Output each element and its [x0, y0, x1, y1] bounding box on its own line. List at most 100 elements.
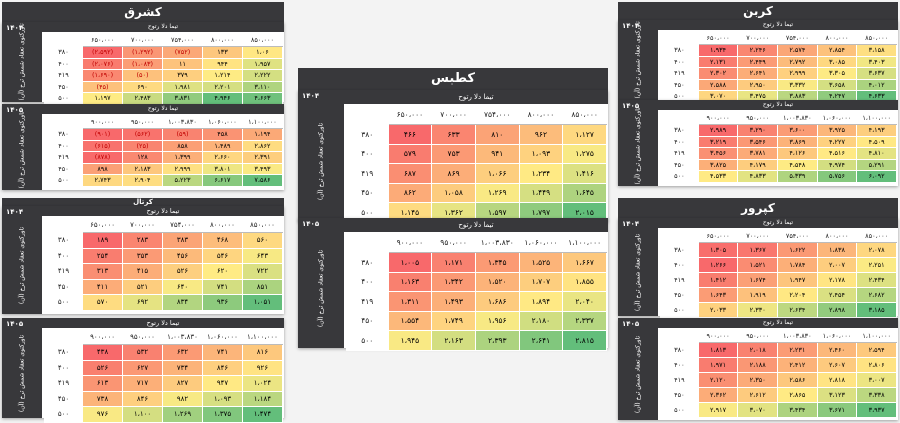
y-axis-label: (آن) تاورکتوی تعقاد شمش ثرخ — [317, 249, 325, 328]
column-header: ۷۵۴،۰۰۰ — [162, 216, 203, 233]
value-cell: ۳۱۳ — [82, 263, 124, 280]
value-cell: ۱،۳۶۷ — [737, 242, 779, 258]
value-cell: ۱،۹۳۴ — [697, 44, 739, 57]
value-cell: ۷،۵۸۶ — [241, 174, 283, 187]
value-cell: ۱،۷۰۷ — [518, 271, 564, 292]
row-axis-sidebar: ۱۴۰۴ (آن) تاورکتوی تعقاد شمش ثرخ — [298, 90, 344, 222]
row-header: ۳۸۰ — [346, 252, 389, 273]
value-cell: ۱،۵۹۷ — [474, 202, 520, 223]
value-cell: ۲،۱۳۱ — [697, 55, 739, 68]
value-cell: ۱،۸۳۸ — [816, 242, 858, 258]
value-cell: ۸۹۸ — [82, 162, 124, 175]
value-cell: ۲،۴۶۰ — [816, 342, 858, 358]
value-cell: ۳،۱۱۰ — [241, 80, 283, 93]
value-cell: ۲،۲۴۶ — [737, 44, 779, 57]
column-header: ۹۵۰،۰۰۰ — [122, 328, 164, 345]
table-row: ۴۱۹ ۳،۴۵۶ ۳،۷۸۱ ۴،۱۲۶ ۴،۵۱۶ ۴،۸۱۰ — [660, 147, 897, 160]
value-cell: ۲،۸۱۵ — [562, 330, 607, 351]
value-cell: (۱،۲۹۲) — [122, 46, 164, 59]
row-header: ۴۰۰ — [43, 139, 84, 152]
row-header: ۴۱۹ — [346, 163, 389, 184]
year-label: ۱۴۰۴ — [6, 208, 24, 216]
row-header: ۵۰۰ — [43, 406, 84, 423]
row-header: ۴۵۰ — [43, 80, 84, 93]
value-cell: ۱،۹۴۷ — [777, 272, 818, 288]
value-cell: ۱،۱۷۱ — [431, 252, 476, 273]
value-cell: ۶۲۷ — [122, 359, 164, 376]
value-cell: ۲،۲۰۴ — [777, 287, 818, 303]
row-header: ۳۸۰ — [660, 124, 699, 137]
value-cell: ۲،۱۷۸ — [816, 272, 858, 288]
value-cell: ۶۴۰ — [162, 278, 203, 295]
value-cell: ۱،۱۹۴ — [241, 128, 283, 141]
value-cell: ۱،۹۸۱ — [162, 80, 203, 93]
column-header: ۸۰۰،۰۰۰ — [201, 32, 243, 47]
y-axis-label: (آن) تاورکتوی تعقاد شمش ثرخ — [18, 23, 26, 101]
corner-cell — [43, 32, 84, 47]
table-block-0: ۱۴۰۴ (آن) تاورکتوی تعقاد شمش ثرخ تیما دلا … — [298, 90, 608, 223]
value-cell: ۱۱ — [162, 57, 203, 70]
value-cell: ۱۳۳ — [201, 46, 243, 59]
value-cell: ۶۹۲ — [122, 294, 164, 311]
table-row: ۴۰۰ ۱،۹۷۱ ۲،۱۸۸ ۲،۴۱۲ ۲،۶۰۷ ۲،۸۰۶ — [660, 357, 897, 373]
value-cell: ۱۲۸ — [122, 151, 164, 164]
panel-title: کربن — [618, 2, 898, 20]
value-cell: (۵۶۲) — [122, 128, 164, 141]
row-axis-sidebar: ۱۴۰۴ (آن) تاورکتوی تعقاد شمش ثرخ — [2, 22, 42, 102]
value-cell: ۱،۳۴۵ — [474, 252, 520, 273]
year-label: ۱۴۰۵ — [302, 220, 320, 228]
value-cell: (۲۵) — [122, 139, 164, 152]
year-label: ۱۴۰۵ — [6, 320, 24, 328]
column-header: ۶۵۰،۰۰۰ — [387, 104, 433, 125]
value-cell: ۱،۲۶۶ — [697, 257, 739, 273]
value-cell: ۳،۱۲۳ — [816, 387, 858, 403]
row-header: ۴۱۹ — [43, 375, 84, 392]
value-cell: ۲،۲۵۱ — [856, 257, 897, 273]
value-cell: ۱،۲۶۹ — [162, 406, 203, 423]
column-header: ۱،۰۶۰،۰۰۰ — [816, 110, 858, 125]
row-axis-sidebar: ۱۴۰۵ (آن) تاورکتوی تعقاد شمش ثرخ — [2, 318, 42, 418]
value-cell: ۱،۲۶۹ — [474, 182, 520, 203]
table-row: ۳۸۰ (۲،۵۹۲) (۱،۲۹۲) (۷۵۲) ۱۳۳ ۱،۰۶ — [43, 46, 283, 59]
value-cell: ۲،۹۹۹ — [777, 67, 818, 80]
value-cell: ۲،۹۸۹ — [697, 124, 739, 137]
value-cell: ۶۹۰ — [122, 80, 164, 93]
table-block-1: ۱۴۰۵ (آن) تاورکتوی تعقاد شمش ثرخ تیما دلا … — [618, 100, 898, 186]
row-header: ۴۵۰ — [346, 310, 389, 331]
table-row: ۵۰۰ ۱،۱۹۷ ۲،۴۸۳ ۳،۸۳۱ ۴،۹۴۶ ۴،۶۶۳ — [43, 92, 283, 105]
value-cell: ۲،۹۵۰ — [737, 78, 779, 91]
value-cell: ۲،۱۸۸ — [737, 357, 779, 373]
value-cell: ۲،۵۸۶ — [777, 372, 818, 388]
row-header: ۴۰۰ — [43, 247, 84, 264]
value-cell: ۲،۷۹۲ — [777, 55, 818, 68]
column-header: ۱،۱۰۰،۰۰۰ — [241, 328, 283, 345]
value-cell: ۴۶۸ — [201, 232, 243, 249]
column-axis-header: تیما دلا رتوح — [658, 318, 898, 328]
table-row: ۳۸۰ (۹۰۱) (۵۶۲) (۵۹) ۴۵۸ ۱،۱۹۴ — [43, 128, 283, 141]
value-cell: ۱،۷۴۹ — [431, 310, 476, 331]
row-header: ۴۰۰ — [346, 143, 389, 164]
row-header: ۴۵۰ — [43, 390, 84, 407]
value-cell: ۱،۱۸۴ — [241, 390, 283, 407]
value-cell: ۱،۶۸۶ — [474, 291, 520, 312]
value-cell: ۲،۶۱۲ — [737, 387, 779, 403]
value-cell: ۱،۰۰۵ — [387, 252, 433, 273]
value-cell: ۴۶۶ — [387, 124, 433, 145]
table-row: ۴۵۰ ۸۶۲ ۱،۰۵۸ ۱،۲۶۹ ۱،۴۴۹ ۱،۶۴۵ — [346, 182, 607, 203]
value-cell: ۵۲۶ — [162, 263, 203, 280]
value-cell: ۸۵۸ — [162, 139, 203, 152]
value-cell: ۸۶۹ — [431, 163, 476, 184]
row-header: ۴۵۰ — [660, 287, 699, 303]
value-cell: ۲،۶۶۰ — [201, 151, 243, 164]
corner-cell — [43, 216, 84, 233]
value-cell: ۱،۴۹۳ — [431, 291, 476, 312]
value-cell: ۷۳۸ — [82, 390, 124, 407]
row-header: ۴۱۹ — [43, 151, 84, 164]
value-cell: ۳،۹۲۵ — [816, 124, 858, 137]
table-block-1: ۱۴۰۵ (آن) تاورکتوی تعقاد شمش ثرخ تیما دلا … — [618, 318, 898, 420]
column-header: ۷۰۰،۰۰۰ — [737, 30, 779, 45]
value-cell: ۲،۲۲۲ — [241, 69, 283, 82]
value-cell: ۲،۳۳۷ — [562, 310, 607, 331]
year-label: ۱۴۰۵ — [622, 320, 640, 328]
value-cell: ۷۵۳ — [431, 143, 476, 164]
